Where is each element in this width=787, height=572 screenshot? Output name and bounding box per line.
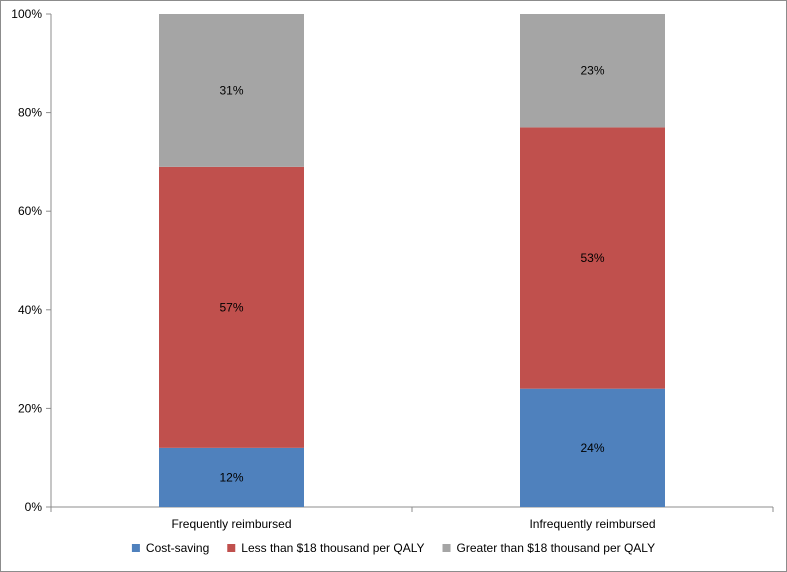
- legend-swatch: [442, 544, 451, 552]
- data-label: 12%: [219, 470, 243, 484]
- legend-swatch: [227, 544, 236, 552]
- legend-item: Greater than $18 thousand per QALY: [442, 541, 656, 555]
- legend-label: Cost-saving: [146, 541, 209, 555]
- y-tick-label: 60%: [18, 204, 42, 218]
- y-tick-label: 80%: [18, 106, 42, 120]
- x-category-label: Infrequently reimbursed: [529, 517, 655, 531]
- legend-item: Less than $18 thousand per QALY: [227, 541, 425, 555]
- legend-label: Greater than $18 thousand per QALY: [457, 541, 656, 555]
- data-labels-group: 12% 57% 31% 24% 53% 23%: [219, 64, 604, 485]
- x-category-label: Frequently reimbursed: [171, 517, 291, 531]
- data-label: 53%: [580, 251, 604, 265]
- data-label: 23%: [580, 64, 604, 78]
- bar-segment: [159, 447, 304, 507]
- y-tick-label: 0%: [25, 500, 43, 514]
- legend-swatch: [131, 544, 140, 552]
- y-tick-label: 20%: [18, 401, 42, 415]
- data-label: 24%: [580, 441, 604, 455]
- bar-segment: [159, 166, 304, 448]
- legend-item: Cost-saving: [131, 541, 209, 555]
- legend-label: Less than $18 thousand per QALY: [241, 541, 424, 555]
- bar-segment: [520, 388, 665, 507]
- bars-group: [159, 14, 665, 507]
- legend: Cost-saving Less than $18 thousand per QA…: [131, 541, 656, 555]
- bar-segment: [520, 14, 665, 128]
- y-tick-label: 40%: [18, 303, 42, 317]
- y-tick-label: 100%: [11, 7, 42, 21]
- bar-segment: [520, 127, 665, 389]
- bar-segment: [159, 14, 304, 167]
- data-label: 57%: [219, 300, 243, 314]
- data-label: 31%: [219, 83, 243, 97]
